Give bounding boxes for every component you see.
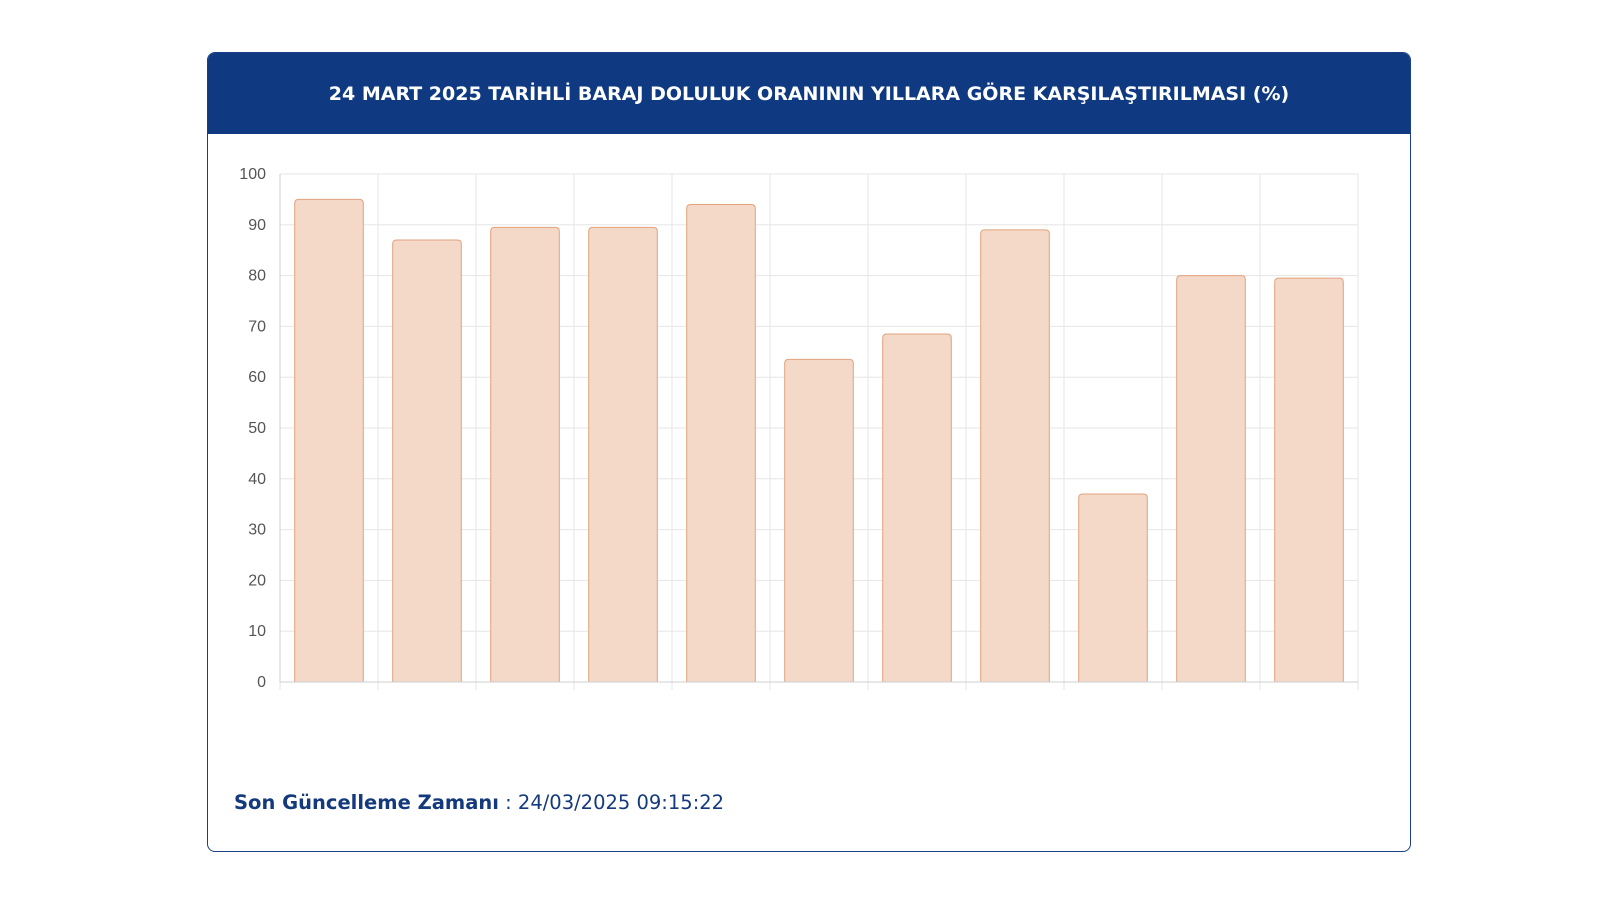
y-tick-label: 50 bbox=[248, 420, 266, 437]
y-tick-label: 80 bbox=[248, 268, 266, 285]
last-update-separator: : bbox=[498, 791, 518, 814]
bar bbox=[392, 239, 462, 683]
bar bbox=[490, 226, 560, 683]
y-tick-label: 20 bbox=[248, 572, 266, 589]
y-tick-label: 0 bbox=[257, 674, 266, 691]
last-update-label: Son Güncelleme Zamanı bbox=[234, 791, 499, 814]
bar bbox=[294, 198, 364, 683]
y-tick-label: 40 bbox=[248, 471, 266, 488]
bar bbox=[686, 203, 756, 683]
bar bbox=[1078, 493, 1148, 683]
card-header: 24 MART 2025 TARİHLİ BARAJ DOLULUK ORANI… bbox=[208, 53, 1410, 134]
bar bbox=[980, 229, 1050, 683]
bar bbox=[1176, 275, 1246, 683]
bar bbox=[1274, 277, 1344, 683]
y-tick-label: 60 bbox=[248, 369, 266, 386]
y-tick-label: 100 bbox=[239, 166, 266, 183]
bar bbox=[784, 358, 854, 683]
chart-title: 24 MART 2025 TARİHLİ BARAJ DOLULUK ORANI… bbox=[328, 82, 1290, 105]
last-update: Son Güncelleme Zamanı : 24/03/2025 09:15… bbox=[234, 791, 724, 814]
last-update-value: 24/03/2025 09:15:22 bbox=[517, 791, 725, 814]
bars bbox=[294, 198, 1344, 683]
y-tick-label: 70 bbox=[248, 318, 266, 335]
bar bbox=[882, 333, 952, 683]
y-tick-label: 90 bbox=[248, 217, 266, 234]
chart-card: 24 MART 2025 TARİHLİ BARAJ DOLULUK ORANI… bbox=[207, 52, 1411, 852]
y-tick-label: 10 bbox=[248, 623, 266, 640]
axes: 010203040506070809010024.03.201524.03.20… bbox=[239, 166, 1358, 691]
bar bbox=[588, 226, 658, 683]
bar-chart: 010203040506070809010024.03.201524.03.20… bbox=[239, 166, 1359, 691]
y-tick-label: 30 bbox=[248, 522, 266, 539]
